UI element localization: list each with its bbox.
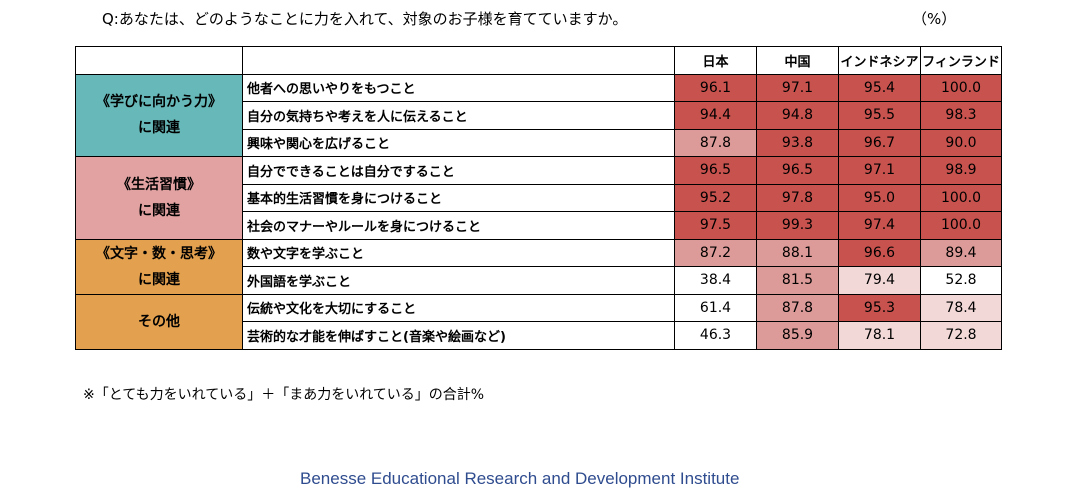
results-table: 日本 中国 インドネシア フィンランド 《学びに向かう力》 に関連 他者への思いやりをもつ… (75, 46, 1002, 350)
value-cell: 95.4 (838, 73, 921, 102)
value-cell: 97.1 (838, 156, 921, 185)
category-label: に関連 (138, 271, 180, 288)
table-row: 《生活習慣》 に関連 自分でできることは自分ですること 96.5 96.5 97.1 98.… (75, 156, 1002, 240)
item-label: 興味や関心を広げること (242, 128, 675, 157)
category-label: に関連 (138, 120, 180, 137)
table-body: 《学びに向かう力》 に関連 他者への思いやりをもつこと 96.1 97.1 95.4 100… (75, 73, 1002, 350)
value-cell: 98.3 (920, 101, 1002, 130)
value-cell: 98.9 (920, 156, 1002, 185)
header-empty-category (75, 46, 243, 75)
category-label: 《学びに向かう力》 (96, 94, 222, 111)
value-cell: 94.4 (674, 101, 757, 130)
category-label: その他 (138, 313, 180, 330)
value-cell: 97.4 (838, 211, 921, 240)
value-cell: 89.4 (920, 238, 1002, 267)
header-row: 日本 中国 インドネシア フィンランド (75, 46, 1002, 75)
question-text: Q:あなたは、どのようなことに力を入れて、対象のお子様を育てていますか。 (102, 10, 628, 28)
value-cell: 46.3 (674, 321, 757, 350)
value-cell: 94.8 (756, 101, 839, 130)
column-header-3: フィンランド (920, 46, 1002, 75)
value-cell: 87.8 (756, 293, 839, 322)
value-cell: 93.8 (756, 128, 839, 157)
value-cell: 87.8 (674, 128, 757, 157)
table-row: 芸術的な才能を伸ばすこと(音楽や絵画など) 46.3 85.9 78.1 72.8 (76, 321, 1002, 350)
value-cell: 96.1 (674, 73, 757, 102)
item-label: 自分でできることは自分ですること (242, 156, 675, 185)
category-cell-3: その他 (75, 293, 243, 350)
footnote: ※「とても力をいれている」＋「まあ力をいれている」の合計% (83, 387, 485, 403)
column-header-0: 日本 (674, 46, 757, 75)
value-cell: 78.1 (838, 321, 921, 350)
value-cell: 88.1 (756, 238, 839, 267)
value-cell: 97.5 (674, 211, 757, 240)
item-label: 基本的生活習慣を身につけること (242, 183, 675, 212)
item-label: 自分の気持ちや考えを人に伝えること (242, 101, 675, 130)
value-cell: 95.2 (674, 183, 757, 212)
category-label: 《文字・数・思考》 (96, 245, 222, 262)
table-row: 自分の気持ちや考えを人に伝えること 94.4 94.8 95.5 98.3 (76, 101, 1002, 130)
value-cell: 100.0 (920, 211, 1002, 240)
column-header-1: 中国 (756, 46, 839, 75)
item-label: 芸術的な才能を伸ばすこと(音楽や絵画など) (242, 321, 675, 350)
value-cell: 100.0 (920, 183, 1002, 212)
footer-institute-name: Benesse Educational Research and Develop… (300, 469, 740, 488)
header-empty-item (242, 46, 675, 75)
value-cell: 100.0 (920, 73, 1002, 102)
value-cell: 95.3 (838, 293, 921, 322)
value-cell: 96.6 (838, 238, 921, 267)
value-cell: 85.9 (756, 321, 839, 350)
item-label: 外国語を学ぶこと (242, 266, 675, 295)
table-row: 《学びに向かう力》 に関連 他者への思いやりをもつこと 96.1 97.1 95.4 100… (75, 73, 1002, 157)
value-cell: 97.8 (756, 183, 839, 212)
value-cell: 99.3 (756, 211, 839, 240)
value-cell: 79.4 (838, 266, 921, 295)
category-label: に関連 (138, 202, 180, 219)
value-cell: 61.4 (674, 293, 757, 322)
item-label: 他者への思いやりをもつこと (242, 73, 675, 102)
value-cell: 97.1 (756, 73, 839, 102)
table-row: 基本的生活習慣を身につけること 95.2 97.8 95.0 100.0 (76, 183, 1002, 212)
value-cell: 95.5 (838, 101, 921, 130)
column-header-2: インドネシア (838, 46, 921, 75)
table-row: 興味や関心を広げること 87.8 93.8 96.7 90.0 (76, 128, 1002, 157)
value-cell: 81.5 (756, 266, 839, 295)
value-cell: 72.8 (920, 321, 1002, 350)
item-label: 伝統や文化を大切にすること (242, 293, 675, 322)
table-row: 《文字・数・思考》 に関連 数や文字を学ぶこと 87.2 88.1 96.6 89.4 (75, 238, 1002, 295)
unit-label: （%） (912, 10, 957, 28)
category-cell-2: 《文字・数・思考》 に関連 (75, 238, 243, 295)
value-cell: 96.5 (674, 156, 757, 185)
item-label: 社会のマナーやルールを身につけること (242, 211, 675, 240)
value-cell: 78.4 (920, 293, 1002, 322)
item-label: 数や文字を学ぶこと (242, 238, 675, 267)
category-cell-1: 《生活習慣》 に関連 (75, 156, 243, 240)
value-cell: 87.2 (674, 238, 757, 267)
value-cell: 90.0 (920, 128, 1002, 157)
value-cell: 52.8 (920, 266, 1002, 295)
category-cell-0: 《学びに向かう力》 に関連 (75, 73, 243, 157)
table-row: 社会のマナーやルールを身につけること 97.5 99.3 97.4 100.0 (76, 211, 1002, 240)
value-cell: 96.7 (838, 128, 921, 157)
category-label: 《生活習慣》 (117, 176, 201, 193)
table-row: その他 伝統や文化を大切にすること 61.4 87.8 95.3 78.4 (75, 293, 1002, 350)
value-cell: 38.4 (674, 266, 757, 295)
value-cell: 96.5 (756, 156, 839, 185)
value-cell: 95.0 (838, 183, 921, 212)
